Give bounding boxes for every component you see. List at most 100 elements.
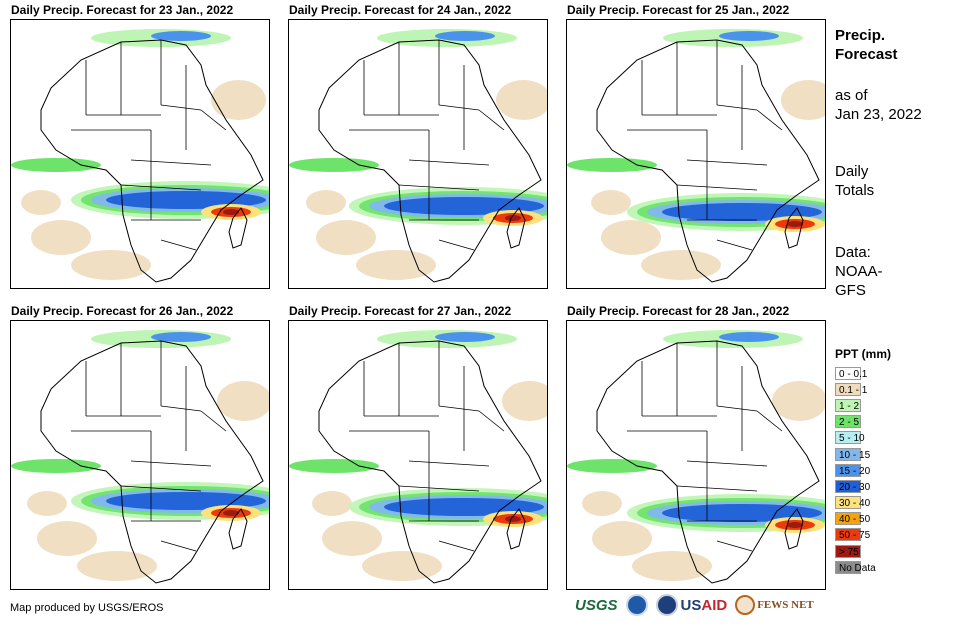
legend-swatch: No Data [835, 560, 876, 574]
country-border [160, 239, 197, 251]
legend-swatch: 15 - 20 [835, 463, 870, 477]
map-panel-25 [566, 19, 826, 289]
map-credit: Map produced by USGS/EROS [10, 602, 164, 614]
data-line2: NOAA- [835, 263, 883, 280]
africa-map [11, 330, 269, 584]
dry-area [502, 381, 547, 421]
dry-area [496, 80, 547, 120]
panel-title-24: Daily Precip. Forecast for 24 Jan., 2022 [289, 3, 512, 17]
country-border [408, 159, 490, 166]
legend-item: 5 - 10 [835, 430, 865, 446]
dry-area [362, 551, 442, 581]
legend-swatch: 10 - 15 [835, 447, 870, 461]
precip-band [289, 158, 379, 172]
data-source: Data: NOAA- GFS [835, 243, 883, 300]
as-of-label: as of [835, 87, 868, 104]
heavy-precip-core [223, 209, 239, 215]
dry-area [781, 80, 825, 120]
precip-band [719, 31, 779, 41]
country-border [438, 104, 480, 111]
panel-title-23: Daily Precip. Forecast for 23 Jan., 2022 [11, 3, 234, 17]
country-border [756, 410, 783, 432]
country-border [120, 485, 202, 492]
legend-item: 0.1 - 1 [835, 381, 867, 397]
heavy-precip-core [787, 522, 803, 528]
dry-area [217, 381, 269, 421]
dry-area [37, 521, 97, 556]
africa-map [567, 29, 825, 283]
dry-area [632, 551, 712, 581]
africa-outline [318, 39, 542, 283]
legend-item: > 75 [835, 543, 861, 559]
precip-band [435, 31, 495, 41]
africa-map [289, 330, 547, 584]
legend-item: 20 - 30 [835, 478, 870, 494]
country-border [130, 159, 212, 166]
map-panel-23 [10, 19, 270, 289]
dry-area [211, 80, 266, 120]
country-border [130, 460, 212, 467]
heavy-precip-core [223, 510, 239, 516]
precip-band [11, 459, 101, 473]
map-panel-26 [10, 320, 270, 590]
map-panel-28 [566, 320, 826, 590]
precip-band [11, 158, 101, 172]
legend-item: 10 - 15 [835, 446, 870, 462]
precip-band [289, 459, 379, 473]
legend-label: 40 - 50 [839, 514, 871, 526]
country-border [716, 104, 758, 111]
precip-band [662, 504, 822, 522]
fewsnet-text: FEWS NET [757, 599, 814, 611]
legend-item: 15 - 20 [835, 462, 870, 478]
country-border [756, 109, 783, 131]
usaid-logo: USAID [655, 594, 727, 616]
dry-area [71, 250, 151, 280]
precip-band [719, 332, 779, 342]
legend-item: 30 - 40 [835, 495, 870, 511]
dry-area [77, 551, 157, 581]
legend-swatch: 1 - 2 [835, 398, 861, 412]
usaid-seal-icon [655, 594, 678, 616]
country-border [398, 485, 480, 492]
country-border [200, 410, 227, 432]
madagascar-outline [228, 508, 248, 550]
dry-area [356, 250, 436, 280]
daily-line1: Daily [835, 163, 869, 180]
madagascar-outline [506, 207, 526, 249]
precip-band [151, 332, 211, 342]
dry-area [312, 491, 352, 516]
legend-swatch: 30 - 40 [835, 496, 870, 510]
legend-swatch: 0.1 - 1 [835, 382, 867, 396]
dry-area [772, 381, 825, 421]
panel-title-28: Daily Precip. Forecast for 28 Jan., 2022 [567, 304, 790, 318]
country-border [478, 109, 505, 131]
madagascar-outline [784, 508, 804, 550]
dry-area [31, 220, 91, 255]
country-border [716, 540, 753, 552]
dry-area [591, 190, 631, 215]
country-border [160, 540, 197, 552]
country-border [160, 104, 202, 111]
legend-label: 0.1 - 1 [839, 384, 868, 396]
dry-area [601, 220, 661, 255]
africa-outline [40, 39, 264, 283]
country-border [676, 184, 758, 191]
country-border [160, 405, 202, 412]
legend-label: 20 - 30 [839, 481, 871, 493]
africa-outline [40, 340, 264, 584]
legend-item: 50 - 75 [835, 527, 870, 543]
heavy-precip-core [505, 215, 521, 221]
data-line1: Data: [835, 244, 871, 261]
as-of-value: Jan 23, 2022 [835, 106, 922, 123]
precip-band [151, 31, 211, 41]
dry-area [582, 491, 622, 516]
legend-label: 5 - 10 [839, 433, 865, 445]
fewsnet-globe-icon [735, 595, 756, 615]
country-border [398, 184, 480, 191]
fewsnet-logo: FEWS NET [735, 595, 814, 615]
legend-label: No Data [839, 562, 876, 574]
country-border [438, 239, 475, 251]
country-border [408, 460, 490, 467]
africa-outline [596, 340, 820, 584]
dry-area [316, 220, 376, 255]
